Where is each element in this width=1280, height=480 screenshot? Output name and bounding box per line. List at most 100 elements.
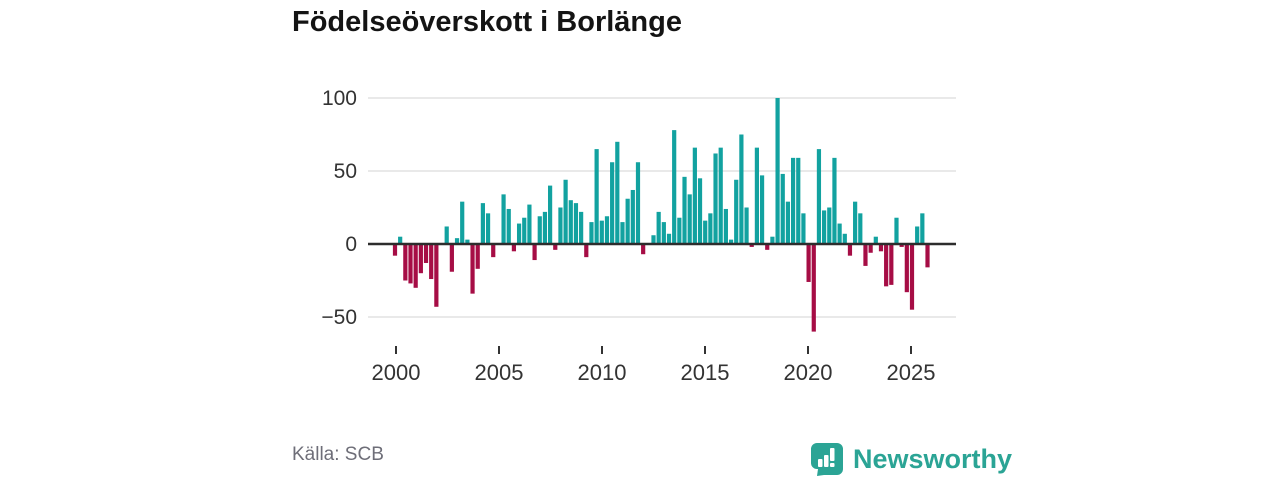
bar-positive	[527, 204, 532, 244]
bar-positive	[713, 153, 718, 244]
x-axis-label: 2000	[372, 360, 421, 385]
bar-positive	[522, 217, 527, 244]
logo-bar-medium	[824, 455, 829, 467]
bar-positive	[398, 236, 403, 244]
bar-negative	[749, 244, 754, 247]
bar-negative	[392, 244, 398, 256]
bar-negative	[899, 244, 904, 247]
bar-positive	[615, 141, 620, 244]
bar-positive	[672, 130, 677, 244]
bar-positive	[697, 178, 703, 244]
bar-positive	[775, 98, 780, 244]
bar-negative	[884, 244, 889, 287]
bar-negative	[475, 244, 480, 269]
bar-positive	[790, 157, 796, 244]
bar-positive	[516, 223, 522, 244]
bar-negative	[847, 244, 853, 256]
bar-positive	[853, 201, 858, 244]
bar-positive	[920, 213, 925, 244]
bar-positive	[460, 201, 465, 244]
bar-positive	[599, 220, 604, 244]
x-axis-label: 2020	[784, 360, 833, 385]
bar-positive	[744, 207, 749, 244]
bar-positive	[620, 222, 625, 244]
bar-positive	[558, 207, 563, 244]
logo-exclamation-bar	[830, 448, 835, 461]
bar-negative	[491, 244, 496, 258]
bar-negative	[863, 244, 868, 266]
bar-positive	[682, 176, 687, 244]
x-axis-label: 2025	[887, 360, 936, 385]
bar-negative	[811, 244, 816, 332]
bar-positive	[537, 216, 542, 244]
bar-positive	[832, 157, 837, 244]
bar-negative	[878, 244, 884, 252]
bar-positive	[454, 238, 460, 244]
y-axis-label: −50	[321, 306, 357, 329]
bar-negative	[408, 244, 413, 284]
bar-negative	[584, 244, 589, 258]
bar-positive	[728, 239, 734, 244]
bar-positive	[465, 239, 470, 244]
bar-positive	[894, 217, 899, 244]
bar-positive	[573, 203, 579, 244]
bar-positive	[480, 203, 485, 244]
bar-positive	[822, 210, 827, 244]
bar-positive	[708, 213, 713, 244]
bar-positive	[579, 211, 584, 244]
bar-positive	[677, 217, 682, 244]
bar-positive	[501, 194, 506, 244]
bar-positive	[656, 211, 661, 244]
logo-exclamation-dot	[830, 463, 835, 467]
bar-positive	[723, 208, 728, 244]
bar-positive	[506, 208, 511, 244]
bar-positive	[837, 223, 842, 244]
bar-positive	[785, 201, 791, 244]
bar-positive	[444, 226, 449, 244]
bar-negative	[765, 244, 770, 250]
bar-negative	[904, 244, 909, 293]
bar-positive	[754, 147, 759, 244]
bar-positive	[610, 162, 615, 244]
bar-negative	[806, 244, 811, 282]
bar-positive	[703, 220, 708, 244]
newsworthy-logo: Newsworthy	[810, 442, 1012, 476]
bar-positive	[842, 233, 847, 244]
bar-positive	[548, 185, 553, 244]
bar-negative	[909, 244, 915, 310]
logo-bar-small	[818, 459, 823, 467]
bar-negative	[449, 244, 454, 272]
bar-positive	[568, 200, 573, 244]
bar-negative	[423, 244, 429, 263]
x-axis-label: 2010	[578, 360, 627, 385]
bar-positive	[625, 198, 630, 244]
y-axis-label: 0	[345, 233, 357, 256]
newsworthy-logo-text: Newsworthy	[853, 443, 1013, 474]
chart-title: Födelseöverskott i Borlänge	[292, 6, 682, 38]
bar-positive	[542, 211, 548, 244]
y-axis-label: 100	[322, 87, 357, 110]
bar-negative	[511, 244, 517, 252]
bar-negative	[434, 244, 439, 307]
bar-positive	[734, 179, 739, 244]
bar-negative	[925, 244, 930, 268]
bar-positive	[759, 175, 765, 244]
bar-positive	[827, 207, 832, 244]
bar-positive	[651, 235, 656, 244]
y-axis-label: 50	[334, 160, 357, 183]
bar-positive	[770, 236, 775, 244]
bar-positive	[915, 226, 920, 244]
bar-positive	[687, 194, 692, 244]
bar-positive	[780, 173, 785, 244]
newsworthy-logo-icon	[811, 443, 843, 476]
bar-negative	[889, 244, 894, 285]
bar-positive	[661, 222, 666, 244]
bar-positive	[630, 189, 635, 244]
bar-positive	[594, 149, 599, 244]
bar-negative	[470, 244, 475, 294]
bar-positive	[739, 134, 744, 244]
bar-positive	[796, 157, 801, 244]
bar-positive	[666, 233, 672, 244]
